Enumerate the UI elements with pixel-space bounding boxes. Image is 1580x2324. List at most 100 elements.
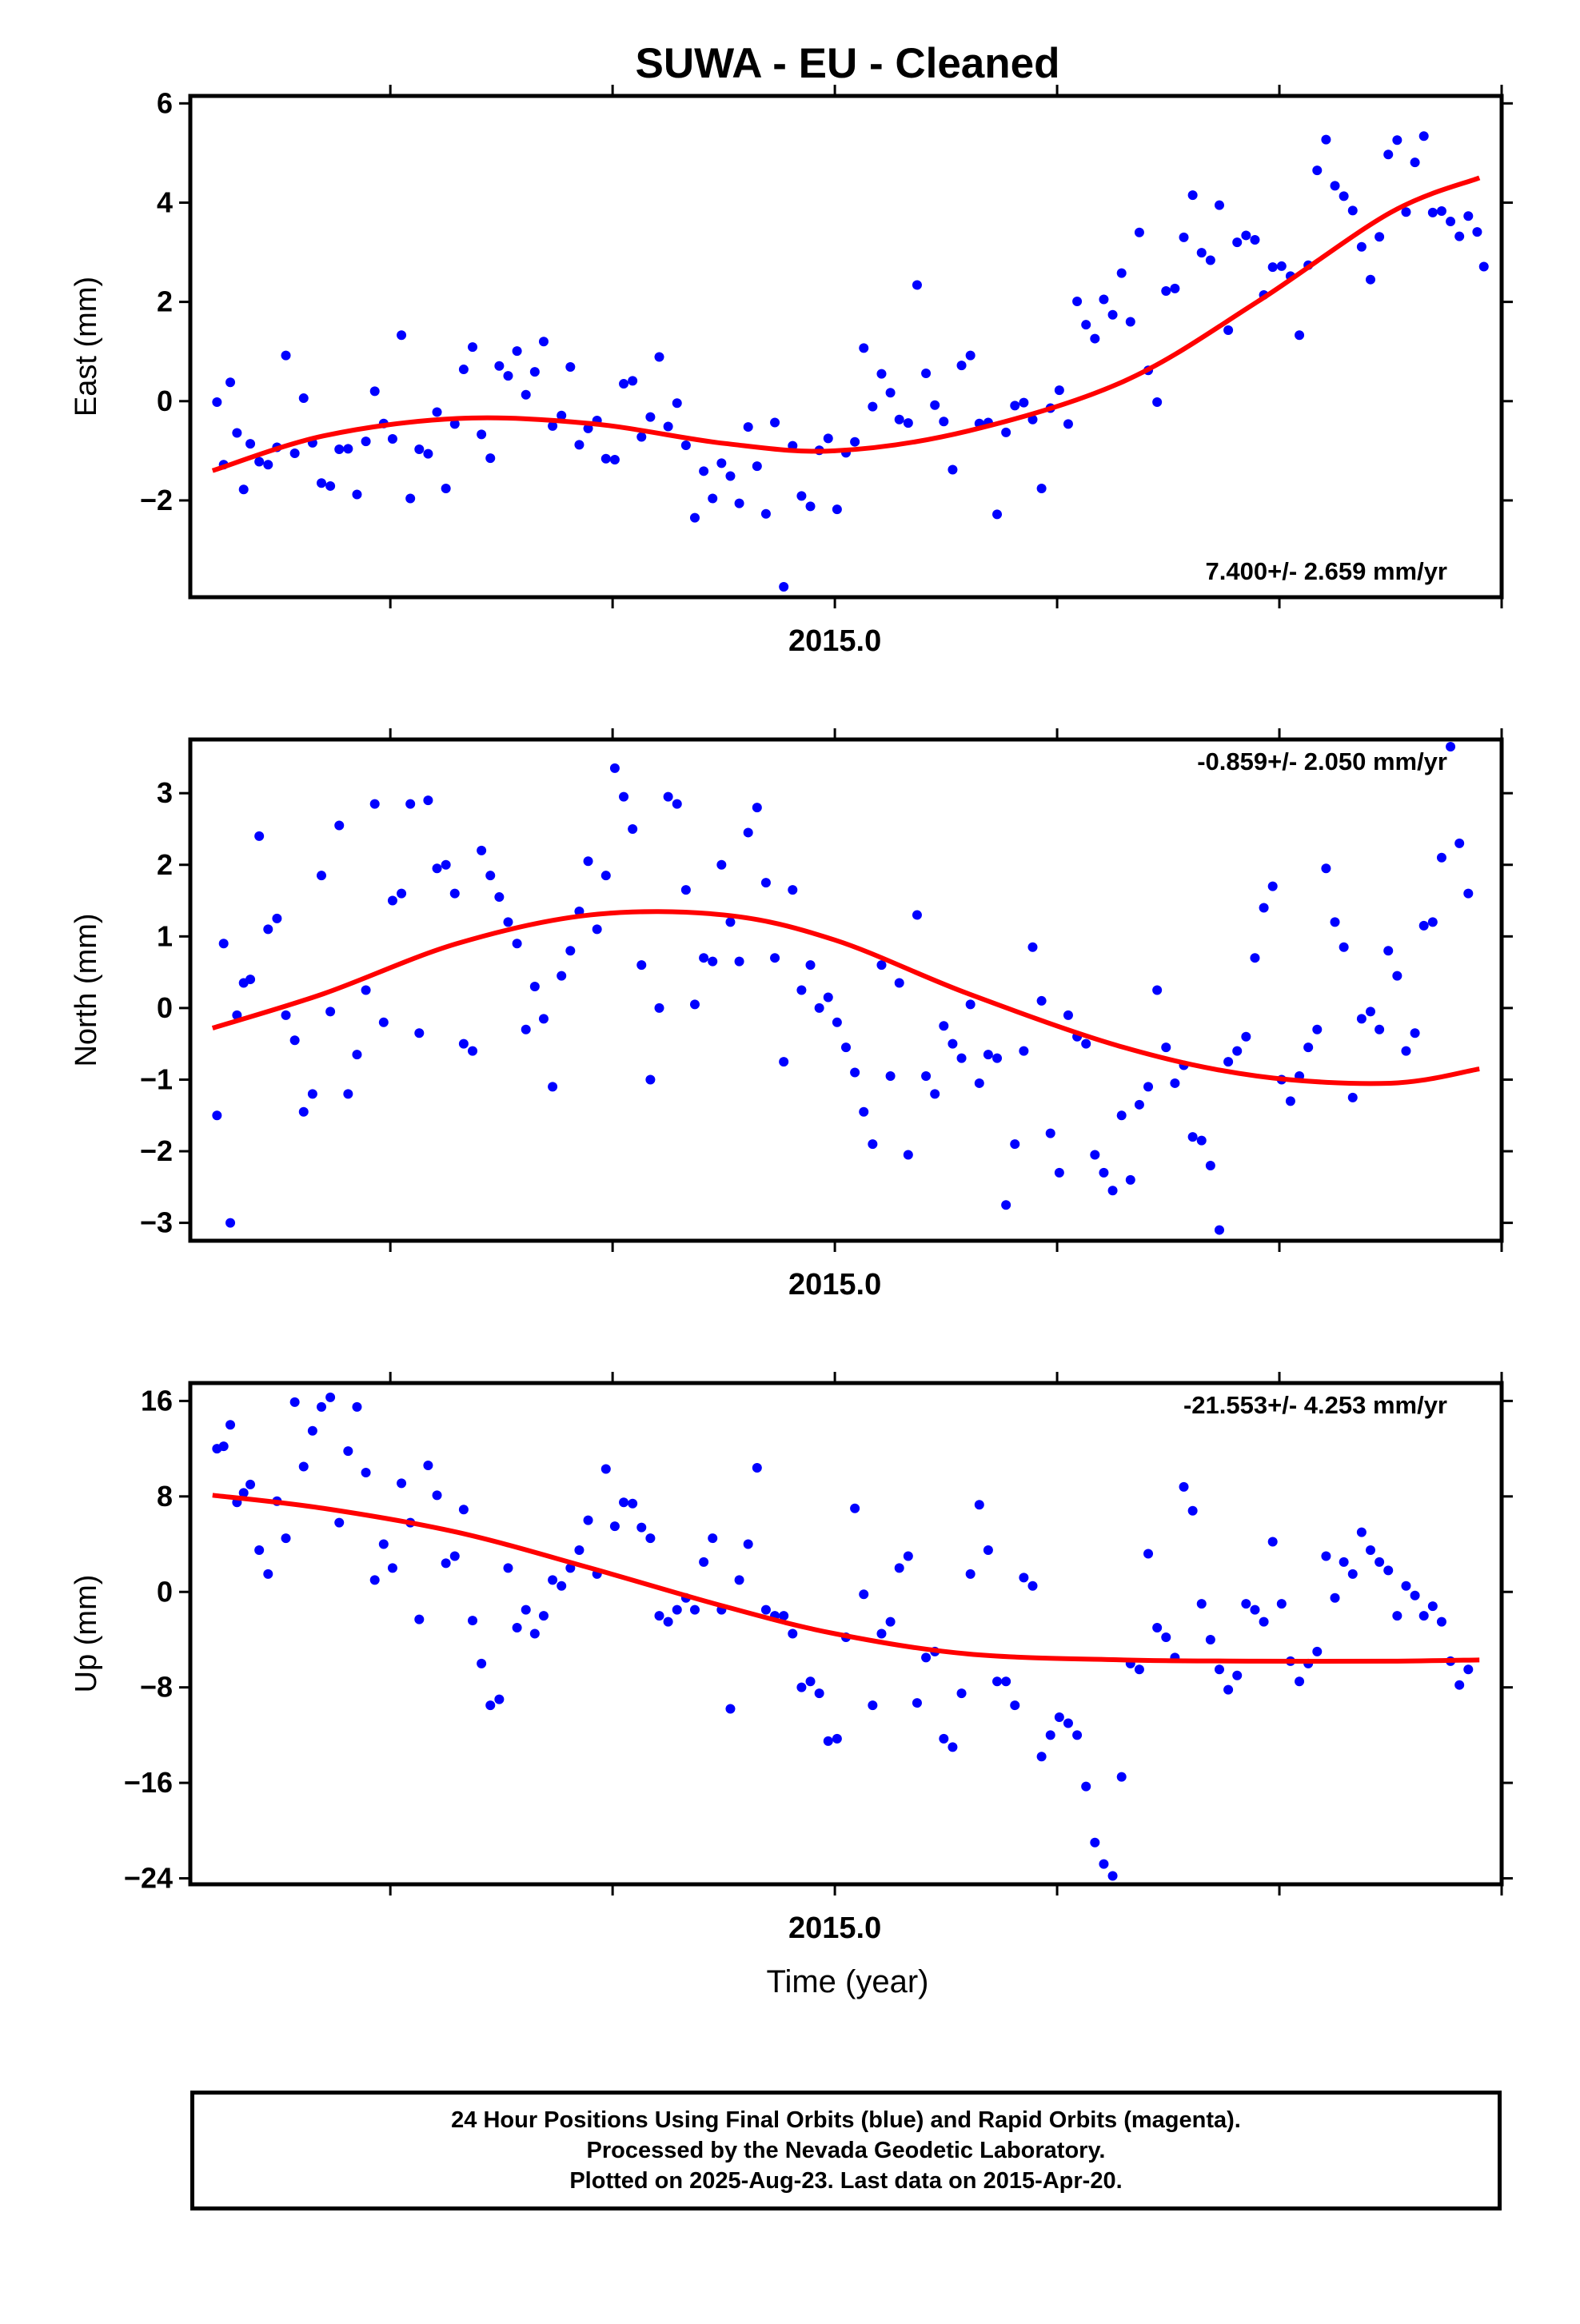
up-data-point bbox=[805, 1676, 816, 1687]
east-data-point bbox=[743, 422, 753, 433]
north-data-point bbox=[628, 823, 638, 834]
up-data-point bbox=[1179, 1481, 1189, 1492]
north-y-axis-label: North (mm) bbox=[70, 913, 103, 1066]
east-data-point bbox=[1205, 255, 1215, 265]
east-data-point bbox=[965, 350, 976, 361]
north-data-point bbox=[1347, 1092, 1358, 1102]
up-ytick-label: −24 bbox=[124, 1862, 173, 1895]
north-data-point bbox=[583, 856, 593, 867]
east-data-point bbox=[1152, 397, 1163, 408]
east-frame bbox=[188, 94, 1504, 600]
up-data-point bbox=[699, 1557, 709, 1567]
east-data-point bbox=[1116, 268, 1127, 278]
north-data-point bbox=[1366, 1007, 1375, 1017]
north-data-point bbox=[1001, 1200, 1011, 1210]
east-data-point bbox=[352, 489, 362, 500]
up-data-point bbox=[600, 1464, 611, 1474]
east-data-point bbox=[832, 504, 842, 515]
north-data-point bbox=[956, 1053, 967, 1063]
north-data-point bbox=[503, 917, 513, 927]
east-data-point bbox=[1187, 190, 1198, 201]
east-data-point bbox=[725, 471, 736, 481]
east-data-point bbox=[1454, 231, 1465, 241]
north-data-point bbox=[770, 953, 780, 963]
east-data-point bbox=[823, 433, 833, 444]
up-data-point bbox=[557, 1581, 567, 1591]
east-data-point bbox=[1427, 207, 1438, 217]
north-data-point bbox=[1205, 1160, 1215, 1170]
north-data-point bbox=[654, 1003, 664, 1013]
east-fit-line bbox=[211, 175, 1481, 473]
east-data-point bbox=[868, 401, 878, 412]
north-data-point bbox=[743, 827, 753, 838]
east-data-point bbox=[912, 280, 922, 290]
north-data-point bbox=[405, 799, 416, 809]
up-data-point bbox=[1312, 1646, 1323, 1656]
north-data-point bbox=[1410, 1028, 1420, 1038]
north-data-point bbox=[636, 960, 647, 971]
north-data-point bbox=[1214, 1225, 1224, 1235]
north-data-point bbox=[1312, 1024, 1323, 1034]
up-data-point bbox=[1134, 1664, 1144, 1675]
east-data-point bbox=[574, 440, 585, 450]
north-data-point bbox=[1116, 1110, 1127, 1121]
up-data-point bbox=[850, 1503, 860, 1513]
north-data-point bbox=[397, 888, 407, 899]
north-frame bbox=[188, 737, 1504, 1243]
north-data-point bbox=[1339, 942, 1349, 952]
north-data-point bbox=[832, 1017, 842, 1027]
up-data-point bbox=[619, 1497, 629, 1508]
east-data-point bbox=[1446, 217, 1456, 227]
east-data-point bbox=[485, 453, 496, 464]
east-ytick-label: 6 bbox=[157, 86, 173, 119]
east-data-point bbox=[876, 369, 887, 379]
east-data-point bbox=[254, 456, 265, 467]
up-data-layer bbox=[212, 1392, 1480, 1881]
north-data-point bbox=[1027, 942, 1038, 952]
up-data-point bbox=[1054, 1712, 1064, 1722]
up-data-point bbox=[1401, 1581, 1411, 1591]
north-data-point bbox=[1232, 1046, 1243, 1056]
east-data-point bbox=[232, 428, 242, 438]
up-data-point bbox=[1295, 1676, 1305, 1687]
up-data-point bbox=[361, 1467, 371, 1477]
east-data-point bbox=[1472, 227, 1482, 237]
up-ytick-label: −16 bbox=[124, 1766, 173, 1799]
north-data-point bbox=[805, 960, 816, 971]
east-data-point bbox=[1214, 200, 1224, 210]
up-data-point bbox=[654, 1611, 664, 1621]
north-data-point bbox=[1161, 1042, 1171, 1053]
up-data-point bbox=[956, 1688, 967, 1699]
up-data-point bbox=[1436, 1616, 1446, 1627]
north-data-point bbox=[760, 878, 771, 888]
north-data-point bbox=[894, 978, 904, 988]
north-data-point bbox=[225, 1218, 236, 1228]
east-data-point bbox=[672, 398, 682, 409]
north-data-point bbox=[317, 871, 326, 881]
up-data-point bbox=[1339, 1557, 1349, 1567]
up-data-point bbox=[1152, 1623, 1163, 1633]
up-data-point bbox=[948, 1742, 958, 1752]
east-data-point bbox=[1375, 232, 1385, 242]
east-data-point bbox=[1321, 134, 1331, 145]
east-data-point bbox=[263, 460, 273, 470]
east-data-point bbox=[1276, 261, 1287, 271]
east-data-point bbox=[930, 400, 940, 410]
up-data-point bbox=[1090, 1837, 1100, 1848]
up-data-point bbox=[378, 1539, 389, 1549]
east-ytick-label: −2 bbox=[140, 484, 173, 516]
up-data-point bbox=[325, 1392, 336, 1402]
up-data-point bbox=[788, 1628, 798, 1639]
east-data-point bbox=[948, 464, 958, 475]
up-data-point bbox=[343, 1446, 353, 1457]
up-data-point bbox=[1410, 1590, 1420, 1600]
up-data-point bbox=[521, 1604, 531, 1615]
east-data-point bbox=[636, 432, 647, 442]
north-data-point bbox=[663, 791, 673, 802]
north-data-point bbox=[458, 1038, 469, 1049]
north-data-point bbox=[1383, 946, 1394, 956]
up-data-point bbox=[1063, 1718, 1073, 1728]
up-data-point bbox=[1223, 1684, 1234, 1695]
north-data-point bbox=[1267, 881, 1278, 891]
